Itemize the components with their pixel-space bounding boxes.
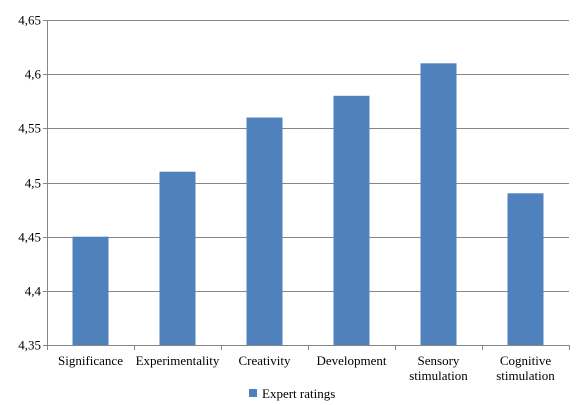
legend: Expert ratings — [249, 386, 335, 401]
x-category-label-line: Development — [316, 353, 386, 368]
gridlines — [47, 20, 569, 292]
x-axis-category-labels: Significance Experimentality Creativity Dev… — [58, 353, 555, 383]
y-tick-label: 4,4 — [25, 284, 42, 299]
bar — [246, 117, 283, 345]
x-category-label: Significance — [58, 353, 123, 368]
bar — [159, 171, 196, 345]
y-tick-label: 4,5 — [25, 176, 41, 191]
x-category-label: Development — [316, 353, 386, 368]
y-tick-label: 4,45 — [18, 230, 41, 245]
bars — [72, 63, 544, 346]
y-tick-label: 4,65 — [18, 13, 41, 28]
x-category-label-line: Sensory — [418, 353, 460, 368]
bar — [507, 193, 544, 345]
x-category-label: Creativity — [239, 353, 291, 368]
legend-swatch — [249, 389, 257, 397]
x-category-label: Cognitive stimulation — [496, 353, 555, 383]
x-category-label: Experimentality — [136, 353, 220, 368]
x-category-label-line: Significance — [58, 353, 123, 368]
y-tick-label: 4,55 — [18, 121, 41, 136]
y-tick-label: 4,6 — [25, 67, 42, 82]
bar — [420, 63, 457, 346]
x-category-label-line: Experimentality — [136, 353, 220, 368]
x-category-label-line: stimulation — [496, 368, 555, 383]
y-tick-label: 4,35 — [18, 338, 41, 353]
bar — [72, 236, 109, 345]
axes — [43, 20, 570, 350]
x-category-label-line: stimulation — [409, 368, 468, 383]
legend-label: Expert ratings — [262, 386, 335, 401]
y-axis-tick-labels: 4,35 4,4 4,45 4,5 4,55 4,6 4,65 — [18, 13, 41, 353]
x-category-label-line: Cognitive — [500, 353, 552, 368]
bar — [333, 95, 370, 345]
x-category-label: Sensory stimulation — [409, 353, 468, 383]
x-category-label-line: Creativity — [239, 353, 291, 368]
